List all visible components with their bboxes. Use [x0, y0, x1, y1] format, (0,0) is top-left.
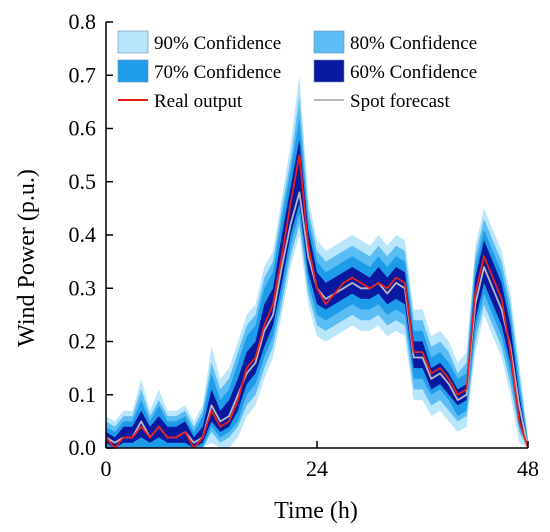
legend-swatch-90pct-confidence — [117, 30, 149, 54]
y-tick-label: 0.4 — [69, 222, 97, 247]
legend-label-real-output: Real output — [154, 91, 243, 112]
series-lines — [105, 154, 529, 449]
line-real-output — [105, 154, 529, 449]
y-tick-label: 0.3 — [69, 275, 97, 300]
x-tick-label: 24 — [306, 456, 328, 481]
legend-swatch-80pct-confidence — [313, 30, 345, 54]
y-tick-label: 0.5 — [69, 169, 97, 194]
legend-label-spot-forecast: Spot forecast — [350, 91, 450, 112]
legend: 90% Confidence 80% Confidence 70% Confiden… — [117, 30, 477, 112]
confidence-bands — [106, 75, 528, 449]
legend-swatch-60pct-confidence — [313, 59, 345, 83]
y-ticks: 0.0 0.1 0.2 0.3 0.4 0.5 0.6 0.7 0.8 — [69, 9, 113, 460]
y-tick-label: 0.2 — [69, 329, 97, 354]
legend-label-90pct-confidence: 90% Confidence — [154, 33, 281, 54]
y-tick-label: 0.0 — [69, 435, 97, 460]
y-tick-label: 0.1 — [69, 382, 97, 407]
y-tick-label: 0.8 — [69, 9, 97, 34]
legend-swatch-70pct-confidence — [117, 59, 149, 83]
y-axis-title: Wind Power (p.u.) — [14, 169, 40, 347]
x-tick-label: 48 — [517, 456, 539, 481]
y-tick-label: 0.7 — [69, 62, 97, 87]
y-tick-label: 0.6 — [69, 116, 97, 141]
legend-label-70pct-confidence: 70% Confidence — [154, 62, 281, 83]
band-60pct-confidence — [106, 139, 528, 448]
x-axis-title: Time (h) — [274, 498, 358, 524]
legend-label-60pct-confidence: 60% Confidence — [350, 62, 477, 83]
legend-label-80pct-confidence: 80% Confidence — [350, 33, 477, 54]
x-tick-label: 0 — [101, 456, 112, 481]
x-ticks: 0 24 48 — [101, 441, 539, 481]
